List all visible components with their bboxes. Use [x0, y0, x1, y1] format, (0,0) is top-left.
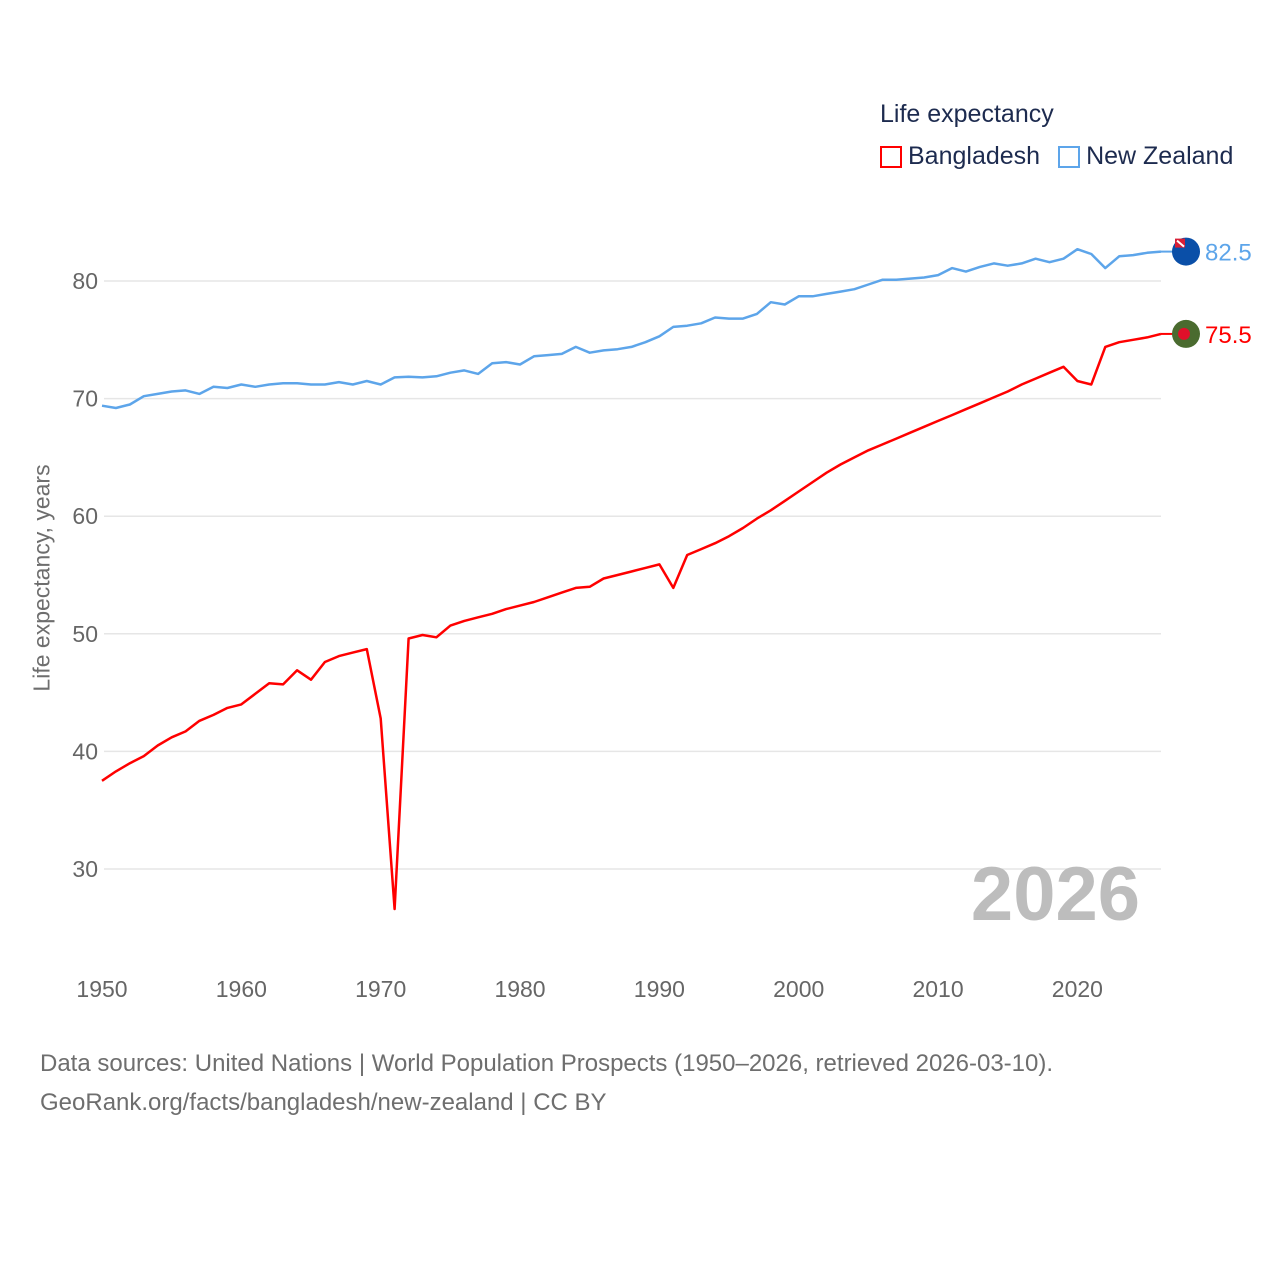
source-link[interactable]: GeoRank.org/facts/bangladesh/new-zealand…: [40, 1089, 607, 1116]
flag-disc: [1178, 327, 1190, 340]
legend-title: Life expectancy: [880, 100, 1054, 128]
x-tick-label: 1950: [76, 976, 127, 1002]
end-value-label: 82.5: [1205, 240, 1252, 267]
footer: Data sources: United Nations | World Pop…: [40, 1044, 1053, 1122]
year-label: 2026: [971, 852, 1140, 937]
series-line-new-zealand: [101, 247, 1162, 410]
legend-swatch: [880, 145, 902, 168]
legend-swatch: [1058, 145, 1081, 168]
x-tick-label: 2020: [1052, 976, 1103, 1002]
flag-cross: [1176, 239, 1185, 248]
legend-label: Bangladesh: [908, 142, 1041, 170]
x-tick-label: 1970: [355, 976, 406, 1002]
y-axis-label: Life expectancy, years: [28, 464, 55, 692]
y-tick-label: 80: [72, 268, 98, 294]
y-tick-label: 40: [72, 738, 98, 764]
y-tick-label: 70: [72, 386, 98, 412]
y-tick-label: 60: [72, 503, 98, 529]
x-tick-label: 1990: [634, 976, 685, 1002]
data-source: Data sources: United Nations | World Pop…: [40, 1050, 1054, 1077]
y-tick-label: 30: [72, 856, 98, 882]
x-tick-label: 1980: [494, 976, 545, 1002]
y-tick-label: 50: [72, 621, 98, 647]
x-tick-label: 2000: [773, 976, 824, 1002]
series-line-bangladesh: [101, 332, 1162, 911]
legend-label: New Zealand: [1086, 142, 1234, 170]
legend-item-bangladesh[interactable]: Bangladesh: [880, 142, 1040, 171]
end-value-label: 75.5: [1205, 322, 1252, 349]
x-tick-label: 1960: [216, 976, 267, 1002]
x-tick-label: 2010: [912, 976, 963, 1002]
legend-item-new-zealand[interactable]: New Zealand: [1058, 142, 1233, 171]
legend: Bangladesh New Zealand: [880, 142, 1233, 171]
